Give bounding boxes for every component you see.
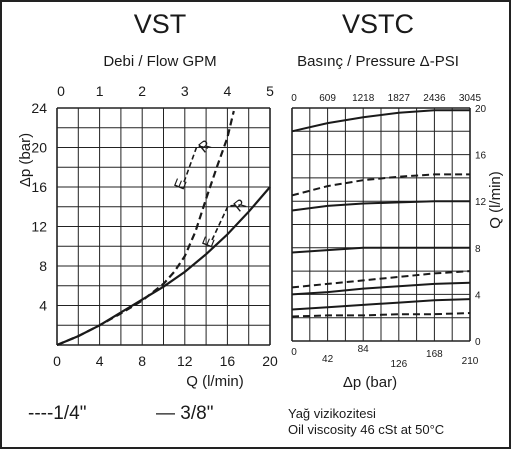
left-top-tick-label: 4	[224, 83, 232, 99]
right-y-tick-label: 16	[475, 151, 487, 162]
right-x-tick-label: 168	[426, 349, 443, 360]
right-series-line	[291, 109, 470, 133]
left-top-tick-label: 5	[266, 83, 274, 99]
right-series-line	[291, 270, 471, 289]
left-y-axis-label: Δp (bar)	[17, 133, 34, 187]
right-top-tick-label: 1218	[352, 93, 375, 104]
left-top-tick-label: 1	[96, 83, 104, 99]
right-y-axis-label: Q (l/min)	[487, 171, 504, 229]
right-top-tick-label: 1827	[388, 93, 411, 104]
left-y-tick-label: 20	[31, 140, 47, 156]
right-top-tick-label: 609	[319, 93, 336, 104]
left-er-annotation-line	[211, 204, 241, 241]
left-top-tick-label: 2	[138, 83, 146, 99]
left-y-tick-label: 16	[31, 179, 47, 195]
left-x-tick-label: 8	[138, 353, 146, 369]
left-y-tick-label: 12	[31, 219, 47, 235]
right-y-tick-label: 12	[475, 197, 487, 208]
left-series-label: E	[199, 234, 219, 250]
viscosity-note-line1: Yağ vizikozitesi	[288, 406, 376, 421]
right-y-tick-label: 8	[475, 244, 481, 255]
left-x-tick-label: 4	[96, 353, 104, 369]
right-top-tick-label: 2436	[423, 93, 446, 104]
right-series-line	[291, 312, 471, 318]
right-x-tick-label: 84	[358, 344, 370, 355]
left-chart-title: VST	[134, 9, 187, 39]
left-top-tick-label: 0	[57, 83, 65, 99]
right-series-line	[291, 173, 470, 197]
left-x-axis-label: Q (l/min)	[186, 373, 244, 390]
right-series-line	[291, 246, 470, 254]
right-x-tick-label: 126	[390, 359, 407, 370]
right-y-tick-label: 4	[475, 290, 481, 301]
left-top-tick-label: 3	[181, 83, 189, 99]
left-series-line-three-eighths-inch	[56, 186, 271, 347]
left-x-tick-label: 12	[177, 353, 193, 369]
right-series-line	[291, 298, 471, 311]
left-x-tick-label: 20	[262, 353, 278, 369]
legend-dashed-label: ----1/4"	[28, 403, 86, 424]
legend-solid-label: — 3/8"	[156, 403, 213, 424]
left-er-annotation-line	[183, 145, 209, 183]
right-top-tick-label: 3045	[459, 93, 482, 104]
left-y-tick-label: 24	[31, 100, 47, 116]
right-x-tick-label: 210	[462, 356, 479, 367]
legend: ----1/4" — 3/8"	[28, 403, 213, 424]
right-x-axis-label: Δp (bar)	[343, 374, 397, 391]
viscosity-note-line2: Oil viscosity 46 cSt at 50°C	[288, 422, 444, 437]
left-series-label: E	[171, 176, 191, 192]
left-y-tick-label: 8	[39, 258, 47, 274]
right-y-tick-label: 20	[475, 104, 487, 115]
right-chart-subtitle: Basınç / Pressure Δ-PSI	[297, 53, 459, 70]
right-chart-title: VSTC	[342, 9, 414, 39]
left-y-tick-label: 4	[39, 298, 47, 314]
right-x-tick-label: 42	[322, 354, 334, 365]
left-series-label: R	[195, 136, 214, 156]
right-x-tick-label: 0	[291, 347, 297, 358]
left-x-tick-label: 16	[220, 353, 236, 369]
right-top-tick-label: 0	[291, 93, 297, 104]
left-x-tick-label: 0	[53, 353, 61, 369]
right-series-line	[291, 281, 471, 296]
left-chart-subtitle: Debi / Flow GPM	[103, 53, 216, 70]
right-y-tick-label: 0	[475, 337, 481, 348]
right-series-line	[291, 200, 470, 212]
